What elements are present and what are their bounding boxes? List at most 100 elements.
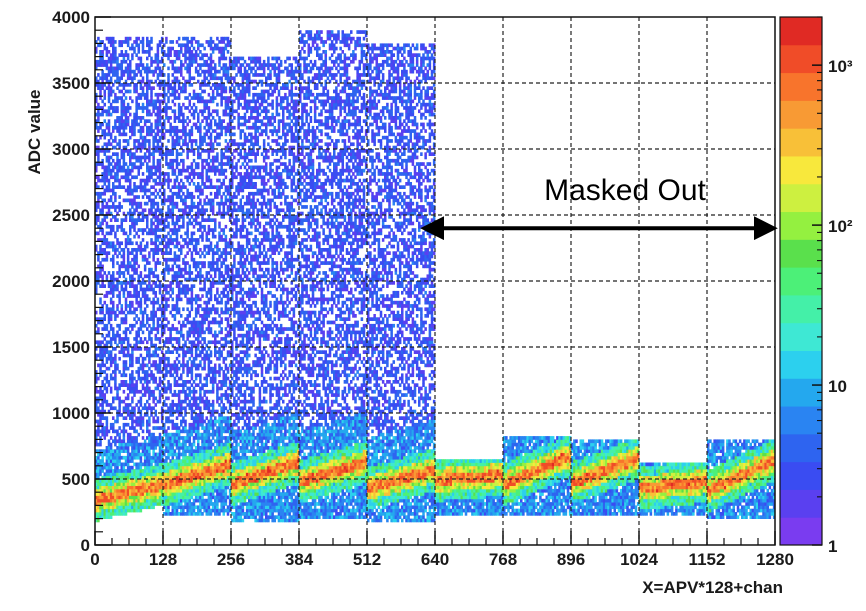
heatmap-cell [133,119,136,123]
heatmap-cell [112,300,115,305]
heatmap-cell [154,132,158,137]
heatmap-cell [188,386,192,391]
heatmap-cell [152,145,155,150]
heatmap-cell [146,502,149,506]
heatmap-cell [129,389,132,394]
heatmap-cell [97,320,100,325]
heatmap-cell [97,162,100,166]
heatmap-cell [126,406,130,411]
heatmap-cell [146,218,149,222]
heatmap-cell [154,281,158,285]
heatmap-cell [103,386,107,391]
heatmap-cell [129,307,132,312]
heatmap-cell [112,244,115,249]
heatmap-cell [146,284,149,288]
heatmap-cell [116,99,119,104]
heatmap-cell [156,76,160,81]
heatmap-cell [188,46,192,51]
heatmap-cell [95,512,98,516]
heatmap-cell [131,383,134,387]
heatmap-cell [154,172,158,176]
heatmap-cell [131,198,134,203]
heatmap-cell [118,79,121,84]
heatmap-cell [146,488,149,493]
heatmap-cell [107,505,111,510]
heatmap-cell [199,129,202,133]
heatmap-cell [114,66,117,71]
heatmap-cell [154,426,158,430]
heatmap-cell [133,383,136,387]
heatmap-cell [99,135,102,140]
heatmap-cell [143,310,147,315]
heatmap-cell [165,248,168,252]
heatmap-cell [109,472,113,477]
heatmap-cell [139,284,143,288]
heatmap-cell [156,224,160,229]
heatmap-cell [124,53,128,57]
heatmap-cell [131,201,134,206]
heatmap-cell [124,462,128,467]
heatmap-cell [126,175,130,180]
heatmap-cell [133,165,136,170]
heatmap-cell [158,287,162,292]
heatmap-cell [107,83,111,87]
heatmap-cell [122,366,126,371]
heatmap-cell [150,373,153,378]
heatmap-cell [120,218,124,222]
heatmap-cell [131,76,134,81]
heatmap-cell [203,320,206,325]
heatmap-cell [114,53,117,57]
heatmap-cell [99,485,102,490]
heatmap-cell [116,389,119,394]
heatmap-cell [150,267,153,272]
heatmap-cell [95,215,98,219]
heatmap-cell [137,389,141,394]
heatmap-cell [101,172,104,176]
heatmap-cell [107,320,111,325]
heatmap-cell [148,455,151,460]
heatmap-cell [103,383,107,387]
heatmap-cell [109,442,113,447]
heatmap-cell [99,112,102,117]
heatmap-cell [122,432,126,437]
heatmap-cell [139,472,143,477]
heatmap-cell [120,149,124,153]
heatmap-cell [135,508,138,513]
heatmap-cell [101,356,104,361]
heatmap-cell [135,320,138,325]
heatmap-cell [112,36,115,41]
heatmap-cell [97,492,100,496]
heatmap-cell [109,277,113,282]
heatmap-cell [95,168,98,173]
heatmap-cell [152,228,155,232]
heatmap-cell [135,86,138,90]
heatmap-cell [120,119,124,123]
heatmap-cell [107,383,111,387]
heatmap-cell [211,89,215,94]
heatmap-cell [124,429,128,434]
heatmap-cell [109,505,113,510]
heatmap-cell [146,386,149,391]
heatmap-cell [95,135,98,140]
heatmap-cell [107,442,111,447]
heatmap-cell [190,353,194,358]
heatmap-cell [192,112,196,117]
heatmap-cell [103,337,107,341]
heatmap-cell [129,261,132,265]
heatmap-cell [199,221,202,226]
heatmap-cell [154,224,158,229]
heatmap-cell [112,508,115,513]
heatmap-cell [105,221,109,226]
heatmap-cell [203,139,206,143]
heatmap-cell [175,149,179,153]
heatmap-cell [175,158,179,163]
heatmap-cell [120,175,124,180]
heatmap-cell [154,122,158,127]
heatmap-cell [118,43,121,48]
heatmap-cell [114,205,117,209]
heatmap-cell [169,234,172,239]
heatmap-cell [207,109,211,114]
heatmap-cell [194,218,198,222]
heatmap-cell [167,185,170,189]
heatmap-cell [133,389,136,394]
